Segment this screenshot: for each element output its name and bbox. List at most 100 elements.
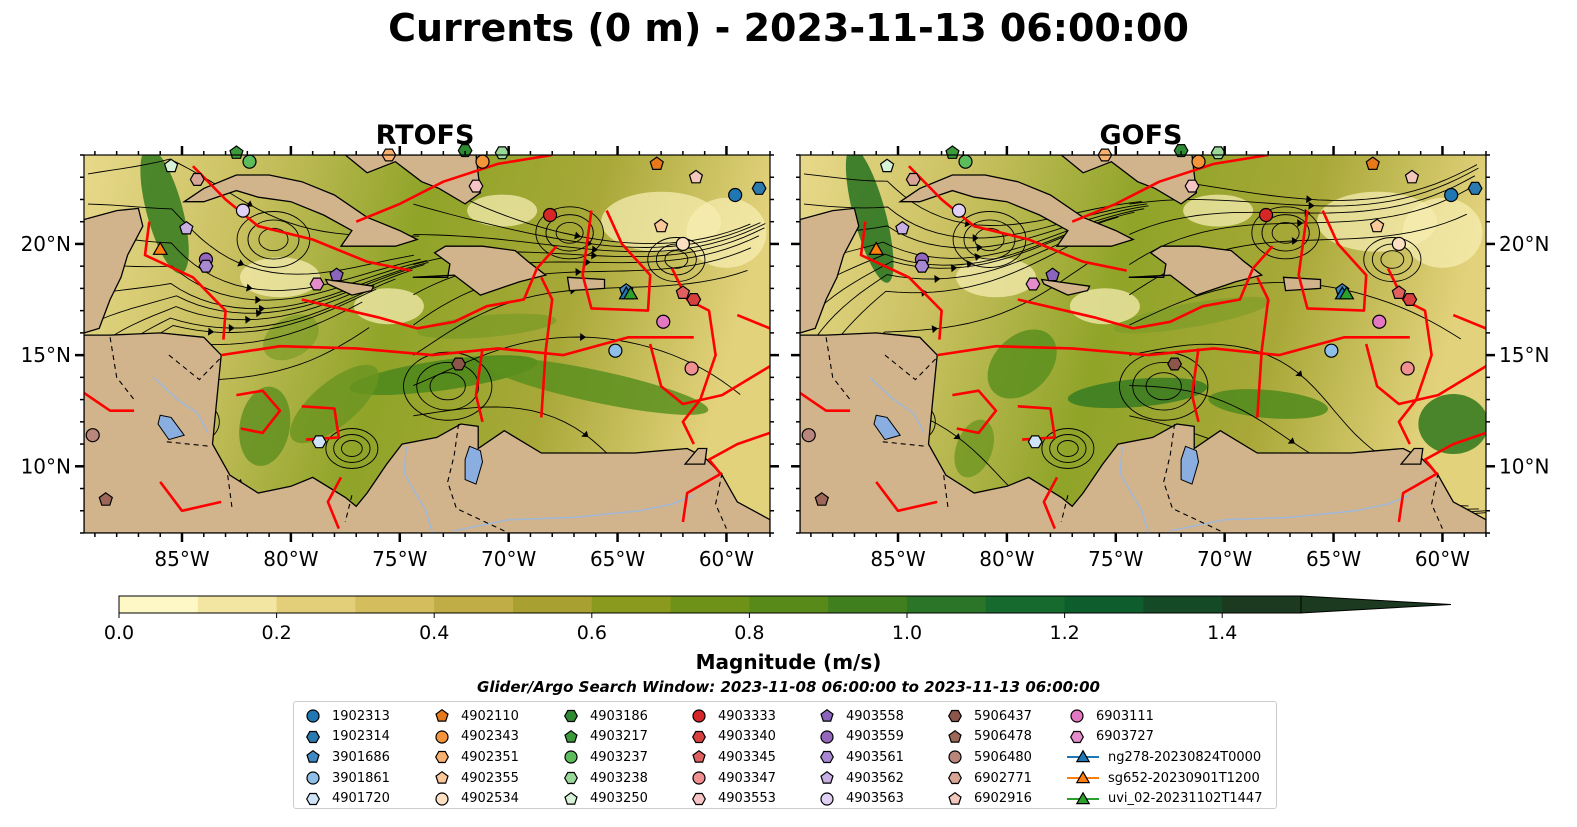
search-window-label: Glider/Argo Search Window: 2023-11-08 06… <box>477 678 1100 696</box>
platform-marker-4901720[interactable] <box>1027 435 1043 449</box>
platform-marker-4903562[interactable] <box>179 220 194 235</box>
legend-label: 1902313 <box>332 708 390 724</box>
platform-marker-5906480[interactable] <box>85 428 100 443</box>
hexagon-marker-icon <box>948 771 962 785</box>
platform-marker-4903347[interactable] <box>684 361 699 376</box>
legend-item: 4903347 <box>688 768 776 789</box>
platform-marker-5906437[interactable] <box>1167 357 1183 371</box>
legend-item: 4902343 <box>431 727 519 748</box>
platform-marker-5906478[interactable] <box>814 492 830 506</box>
platform-marker-4902534[interactable] <box>1391 236 1406 252</box>
map-panel-gofs[interactable]: 85°W 80°W 75°W 70°W 65°W 60°W 20°N 15°N 10°N <box>791 143 1549 589</box>
platform-marker-3901861[interactable] <box>608 343 623 358</box>
colorbar-bin <box>513 596 593 613</box>
platform-marker-6902916[interactable] <box>688 169 704 184</box>
platform-marker-4903237[interactable] <box>242 154 257 169</box>
colorbar-bin <box>749 596 829 613</box>
platform-marker-4902343[interactable] <box>475 154 490 169</box>
platform-marker-4903563[interactable] <box>235 203 251 218</box>
platform-marker-5906478[interactable] <box>98 492 114 506</box>
platform-marker-4903238[interactable] <box>1210 146 1226 160</box>
platform-marker-5906480[interactable] <box>801 428 816 443</box>
platform-marker-4903553[interactable] <box>1184 179 1200 193</box>
platform-marker-6902771[interactable] <box>189 172 205 186</box>
x-tick-label: 65°W <box>590 547 645 571</box>
legend-label: 4902110 <box>461 708 519 724</box>
platform-marker-4903340[interactable] <box>686 293 702 306</box>
legend-item: 4902534 <box>431 788 519 809</box>
hexagon-marker-icon <box>306 730 320 743</box>
platform-marker-4903558[interactable] <box>329 267 344 282</box>
legend-label: 4903558 <box>846 708 904 724</box>
platform-marker-3901861[interactable] <box>1324 343 1339 358</box>
platform-marker-4903217[interactable] <box>229 145 244 159</box>
platform-marker-4903250[interactable] <box>879 158 895 173</box>
platform-marker-4902355[interactable] <box>1369 218 1385 233</box>
platform-marker-sg652-20230901T1200[interactable] <box>868 241 885 255</box>
hexagon-marker-icon <box>1070 730 1084 743</box>
platform-marker-4903333[interactable] <box>1258 207 1274 223</box>
legend-item: 4903558 <box>816 706 904 727</box>
platform-marker-4903347[interactable] <box>1400 361 1415 376</box>
pentagon-marker-icon <box>435 771 449 784</box>
x-tick-label: 80°W <box>263 547 318 571</box>
platform-marker-6903727[interactable] <box>1025 277 1041 291</box>
y-tick-label: 10°N <box>1499 454 1549 478</box>
platform-marker-4903563[interactable] <box>951 203 967 218</box>
platform-marker-4903340[interactable] <box>1402 293 1418 306</box>
legend-label: 4901720 <box>332 791 390 807</box>
legend-label: ng278-20230824T0000 <box>1108 749 1262 765</box>
platform-marker-uvi_02-20231102T1447[interactable] <box>1338 285 1355 300</box>
legend-label: 4903238 <box>590 770 648 786</box>
platform-marker-4902355[interactable] <box>653 218 669 233</box>
platform-marker-4903237[interactable] <box>958 154 973 169</box>
platform-marker-4903345[interactable] <box>1391 285 1407 299</box>
hexagon-marker-icon <box>564 771 578 785</box>
platform-marker-4903186[interactable] <box>1173 144 1189 158</box>
colorbar-bin <box>434 596 514 613</box>
legend-item: uvi_02-20231102T1447 <box>1066 788 1262 809</box>
platform-marker-4902343[interactable] <box>1191 154 1206 169</box>
platform-marker-4902110[interactable] <box>649 156 664 170</box>
platform-marker-uvi_02-20231102T1447[interactable] <box>622 285 639 300</box>
platform-marker-1902314[interactable] <box>1467 181 1483 195</box>
x-tick-label: 60°W <box>699 547 754 571</box>
circle-marker-icon <box>1070 709 1084 723</box>
legend-column: 6903111 6903727 ng278-20230824T0000 sg652-2… <box>1066 706 1262 809</box>
platform-marker-4903561[interactable] <box>198 259 214 273</box>
legend-label: 6903727 <box>1096 729 1154 745</box>
platform-marker-4903553[interactable] <box>468 179 484 193</box>
platform-marker-4903333[interactable] <box>542 207 558 223</box>
x-tick-label: 75°W <box>372 547 427 571</box>
platform-marker-4903217[interactable] <box>945 145 960 159</box>
platform-marker-4903186[interactable] <box>457 144 473 158</box>
platform-marker-6902916[interactable] <box>1404 169 1420 184</box>
platform-marker-1902313[interactable] <box>1444 187 1459 203</box>
platform-marker-4903562[interactable] <box>895 220 910 235</box>
platform-marker-6903727[interactable] <box>309 277 325 291</box>
platform-marker-4903558[interactable] <box>1045 267 1060 282</box>
platform-marker-4903238[interactable] <box>494 146 510 160</box>
platform-marker-5906437[interactable] <box>451 357 467 371</box>
legend-item: 4903250 <box>560 788 648 809</box>
platform-marker-4902110[interactable] <box>1365 156 1380 170</box>
platform-marker-1902313[interactable] <box>728 187 743 203</box>
platform-marker-4903250[interactable] <box>163 158 179 173</box>
circle-marker-icon <box>435 730 449 744</box>
platform-marker-6902771[interactable] <box>905 172 921 186</box>
platform-marker-4903561[interactable] <box>914 259 930 273</box>
platform-marker-4901720[interactable] <box>311 435 327 449</box>
map-panel-rtofs[interactable]: 85°W 80°W 75°W 70°W 65°W 60°W 20°N 15°N 10°N <box>21 143 779 586</box>
platform-marker-4903345[interactable] <box>675 285 691 299</box>
legend-label: 6902771 <box>974 770 1032 786</box>
legend-label: 5906437 <box>974 708 1032 724</box>
x-tick-label: 70°W <box>481 547 536 571</box>
pentagon-marker-icon <box>948 729 962 743</box>
colorbar-bin <box>197 596 278 613</box>
y-tick-label: 10°N <box>21 454 71 478</box>
platform-marker-sg652-20230901T1200[interactable] <box>152 241 169 255</box>
platform-marker-6903111[interactable] <box>656 314 671 329</box>
platform-marker-4902534[interactable] <box>675 236 690 252</box>
platform-marker-6903111[interactable] <box>1372 314 1387 329</box>
platform-marker-1902314[interactable] <box>751 181 767 195</box>
